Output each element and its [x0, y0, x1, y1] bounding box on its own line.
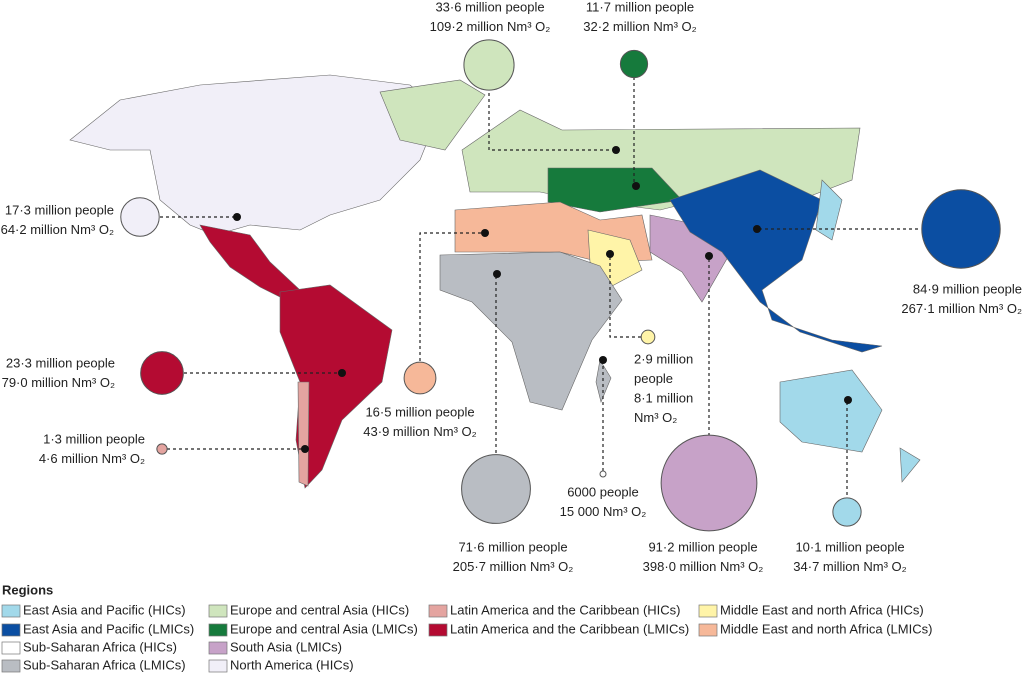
legend-label: Europe and central Asia (LMICs) — [230, 621, 418, 636]
oxygen-bubble — [832, 497, 862, 527]
bubble-label: 1·3 million people — [43, 431, 145, 446]
bubble-label: 33·6 million people — [435, 0, 544, 14]
oxygen-bubble — [140, 351, 184, 395]
legend-label: Sub-Saharan Africa (HICs) — [23, 639, 177, 654]
bubble-label: 79·0 million Nm³ O₂ — [2, 375, 115, 390]
bubble-label: 6000 people — [567, 484, 639, 499]
legend-swatch — [1, 641, 21, 655]
legend-swatch — [1, 604, 21, 618]
region-dot — [606, 250, 614, 258]
legend: Regions East Asia and Pacific (HICs) East… — [1, 582, 932, 673]
legend-swatch — [1, 623, 21, 637]
bubble-label: 2·9 million — [634, 351, 693, 366]
north-america — [69, 74, 441, 236]
region-dot — [493, 270, 501, 278]
legend-swatch — [208, 659, 228, 673]
legend-label: Latin America and the Caribbean (LMICs) — [450, 621, 689, 636]
legend-label: Middle East and north Africa (HICs) — [720, 602, 924, 617]
legend-swatch — [428, 623, 448, 637]
bubble-label: 91·2 million people — [648, 539, 757, 554]
legend-label: Latin America and the Caribbean (HICs) — [450, 602, 681, 617]
bubble-label: 34·7 million Nm³ O₂ — [793, 559, 906, 574]
region-dot — [705, 252, 713, 260]
oxygen-bubble — [461, 454, 531, 524]
sub-saharan-africa — [439, 251, 623, 411]
leader-line — [419, 232, 485, 361]
greenland — [379, 79, 486, 151]
bubble-label: Nm³ O₂ — [634, 410, 677, 425]
oxygen-bubble — [403, 361, 437, 395]
bubble-label: people — [634, 371, 673, 386]
oxygen-bubble — [619, 49, 649, 79]
legend-swatch — [1, 659, 21, 673]
legend-swatch — [698, 623, 718, 637]
oxygen-bubble — [120, 197, 160, 237]
australia — [779, 369, 883, 453]
legend-title: Regions — [2, 582, 53, 597]
region-dot — [612, 146, 620, 154]
region-dot — [844, 396, 852, 404]
legend-label: East Asia and Pacific (HICs) — [23, 602, 186, 617]
bubble-label: 398·0 million Nm³ O₂ — [643, 559, 764, 574]
bubble-label: 205·7 million Nm³ O₂ — [453, 559, 574, 574]
legend-label: North America (HICs) — [230, 657, 354, 672]
oxygen-bubble — [660, 434, 758, 532]
central-asia — [547, 167, 683, 213]
bubble-label: 17·3 million people — [5, 202, 114, 217]
legend-swatch — [428, 604, 448, 618]
region-dot — [599, 356, 607, 364]
legend-swatch — [208, 604, 228, 618]
japan — [815, 179, 843, 241]
oxygen-bubble — [156, 443, 168, 455]
legend-label: East Asia and Pacific (LMICs) — [23, 621, 194, 636]
region-dot — [481, 229, 489, 237]
oxygen-bubble — [463, 39, 515, 91]
bubble-label: 267·1 million Nm³ O₂ — [901, 301, 1022, 316]
oxygen-bubble — [921, 189, 1001, 269]
legend-label: Sub-Saharan Africa (LMICs) — [23, 657, 186, 672]
bubble-label: 84·9 million people — [913, 281, 1022, 296]
bubble-label: 71·6 million people — [458, 539, 567, 554]
oxygen-bubble — [640, 329, 656, 345]
world-map — [69, 74, 921, 489]
bubble-label: 32·2 million Nm³ O₂ — [583, 19, 696, 34]
bubble-label: 23·3 million people — [6, 355, 115, 370]
central-america — [199, 224, 301, 303]
chile — [297, 381, 310, 487]
bubble-label: 11·7 million people — [586, 0, 694, 14]
bubble-label: 15 000 Nm³ O₂ — [560, 504, 647, 519]
legend-label: Europe and central Asia (HICs) — [230, 602, 409, 617]
legend-label: South Asia (LMICs) — [230, 639, 342, 654]
south-america — [279, 284, 393, 489]
bubble-label: 43·9 million Nm³ O₂ — [363, 424, 476, 439]
oxygen-bubble — [599, 470, 607, 478]
region-dot — [233, 213, 241, 221]
bubble-label: 109·2 million Nm³ O₂ — [430, 19, 551, 34]
region-dot — [301, 445, 309, 453]
bubble-label: 16·5 million people — [365, 404, 474, 419]
bubble-label: 8·1 million — [634, 390, 693, 405]
bubbles: 33·6 million people 109·2 million Nm³ O₂ 1… — [1, 0, 1022, 574]
legend-label: Middle East and north Africa (LMICs) — [720, 621, 932, 636]
bubble-label: 10·1 million people — [795, 539, 904, 554]
leader-line — [609, 254, 641, 338]
region-dot — [632, 182, 640, 190]
bubble-label: 64·2 million Nm³ O₂ — [1, 222, 114, 237]
new-zealand — [899, 447, 921, 483]
legend-swatch — [208, 623, 228, 637]
legend-swatch — [208, 641, 228, 655]
legend-swatch — [698, 604, 718, 618]
region-dot — [753, 225, 761, 233]
region-dot — [338, 369, 346, 377]
leader-line — [488, 93, 616, 151]
bubble-label: 4·6 million Nm³ O₂ — [39, 451, 145, 466]
